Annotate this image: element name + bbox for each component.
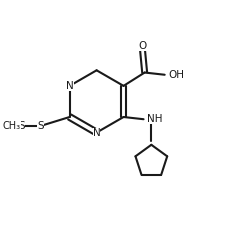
Text: S: S: [19, 121, 25, 131]
Text: S: S: [37, 121, 44, 131]
Text: OH: OH: [167, 70, 183, 80]
Text: O: O: [138, 41, 146, 51]
Text: NH: NH: [146, 114, 162, 124]
Text: N: N: [65, 81, 73, 91]
Text: S: S: [37, 121, 44, 131]
Text: CH₃: CH₃: [3, 121, 21, 131]
Text: N: N: [92, 128, 100, 138]
